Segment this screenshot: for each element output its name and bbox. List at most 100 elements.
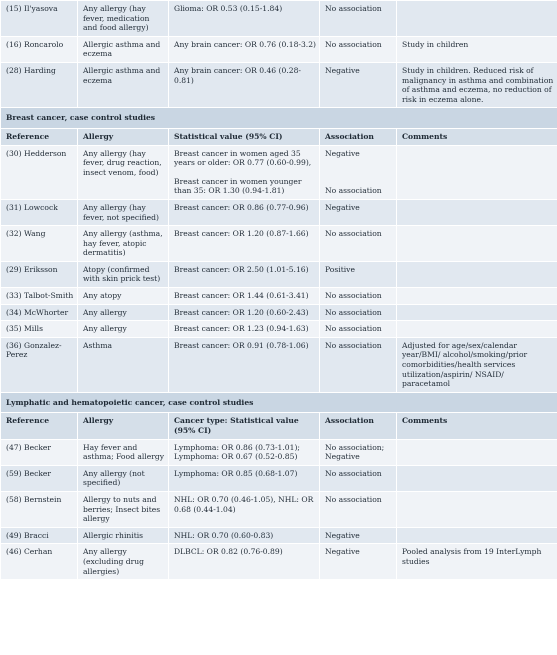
allergy-cancer-table: (15) Il'yasova Any allergy (hay fever, m… bbox=[0, 0, 557, 581]
association-cell: Negative No association bbox=[319, 144, 397, 200]
reference-cell: (34) McWhorter bbox=[0, 303, 78, 322]
column-header: Statistical value (95% CI) bbox=[168, 127, 320, 146]
reference-cell: (31) Lowcock bbox=[0, 198, 78, 227]
association-cell: No association bbox=[319, 464, 397, 492]
reference-cell: (59) Becker bbox=[0, 464, 78, 492]
association-cell: No association bbox=[319, 225, 397, 262]
allergy-cell: Hay fever and asthma; Food allergy bbox=[77, 438, 169, 466]
statistic-cell: NHL: OR 0.70 (0.60-0.83) bbox=[168, 526, 320, 545]
reference-cell: (30) Hedderson bbox=[0, 144, 78, 200]
column-header: Association bbox=[319, 412, 397, 440]
allergy-cell: Any allergy bbox=[77, 303, 169, 322]
association-cell: No association bbox=[319, 0, 397, 37]
reference-cell: (29) Eriksson bbox=[0, 260, 78, 289]
comments-cell: Study in children. Reduced risk of malig… bbox=[396, 61, 557, 109]
allergy-cell: Atopy (confirmed with skin prick test) bbox=[77, 260, 169, 289]
table-row: (16) Roncarolo Allergic asthma and eczem… bbox=[0, 35, 557, 63]
comments-cell bbox=[396, 144, 557, 200]
statistic-line: Breast cancer in women younger than 35: … bbox=[174, 176, 302, 196]
association-line: No association bbox=[325, 186, 382, 196]
statistic-cell: Lymphoma: OR 0.85 (0.68-1.07) bbox=[168, 464, 320, 492]
statistic-cell: Glioma: OR 0.53 (0.15-1.84) bbox=[168, 0, 320, 37]
comments-cell bbox=[396, 198, 557, 227]
association-cell: Negative bbox=[319, 543, 397, 581]
association-cell: No association bbox=[319, 303, 397, 322]
allergy-cell: Any allergy (not specified) bbox=[77, 464, 169, 492]
association-cell: No association bbox=[319, 336, 397, 393]
statistic-line: Breast cancer in women aged 35 years or … bbox=[174, 148, 312, 168]
allergy-cell: Any allergy (hay fever, medication and f… bbox=[77, 0, 169, 37]
allergy-cell: Any allergy bbox=[77, 320, 169, 338]
reference-cell: (47) Becker bbox=[0, 438, 78, 466]
section-title: Breast cancer, case control studies bbox=[0, 107, 557, 129]
allergy-cell: Any allergy (hay fever, drug reaction, i… bbox=[77, 144, 169, 200]
comments-cell bbox=[396, 260, 557, 289]
statistic-cell: Breast cancer: OR 0.91 (0.78-1.06) bbox=[168, 336, 320, 393]
reference-cell: (33) Talbot-Smith bbox=[0, 287, 78, 305]
table-row: (47) Becker Hay fever and asthma; Food a… bbox=[0, 438, 557, 466]
statistic-cell: Any brain cancer: OR 0.46 (0.28-0.81) bbox=[168, 61, 320, 109]
column-header: Comments bbox=[396, 412, 557, 440]
statistic-cell: Breast cancer: OR 0.86 (0.77-0.96) bbox=[168, 198, 320, 227]
allergy-cell: Allergic asthma and eczema bbox=[77, 61, 169, 109]
association-cell: Positive bbox=[319, 260, 397, 289]
statistic-cell: Lymphoma: OR 0.86 (0.73-1.01); Lymphoma:… bbox=[168, 438, 320, 466]
comments-cell bbox=[396, 287, 557, 305]
table-row: (28) Harding Allergic asthma and eczema … bbox=[0, 61, 557, 109]
column-header: Reference bbox=[0, 412, 78, 440]
statistic-cell: Breast cancer: OR 1.20 (0.60-2.43) bbox=[168, 303, 320, 322]
statistic-cell: Breast cancer: OR 1.23 (0.94-1.63) bbox=[168, 320, 320, 338]
statistic-cell: Any brain cancer: OR 0.76 (0.18-3.2) bbox=[168, 35, 320, 63]
reference-cell: (49) Bracci bbox=[0, 526, 78, 545]
table-row: (33) Talbot-Smith Any atopy Breast cance… bbox=[0, 287, 557, 305]
table-row: (30) Hedderson Any allergy (hay fever, d… bbox=[0, 144, 557, 200]
column-header-row: Reference Allergy Cancer type: Statistic… bbox=[0, 412, 557, 440]
table-row: (36) Gonzalez-Perez Asthma Breast cancer… bbox=[0, 336, 557, 393]
statistic-cell: Breast cancer: OR 2.50 (1.01-5.16) bbox=[168, 260, 320, 289]
table-row: (31) Lowcock Any allergy (hay fever, not… bbox=[0, 198, 557, 227]
table-row: (58) Bernstein Allergy to nuts and berri… bbox=[0, 490, 557, 528]
comments-cell bbox=[396, 303, 557, 322]
allergy-cell: Any allergy (asthma, hay fever, atopic d… bbox=[77, 225, 169, 262]
association-cell: No association bbox=[319, 490, 397, 528]
association-cell: Negative bbox=[319, 61, 397, 109]
reference-cell: (46) Cerhan bbox=[0, 543, 78, 581]
allergy-cell: Allergic asthma and eczema bbox=[77, 35, 169, 63]
comments-cell: Pooled analysis from 19 InterLymph studi… bbox=[396, 543, 557, 581]
reference-cell: (36) Gonzalez-Perez bbox=[0, 336, 78, 393]
allergy-cell: Allergy to nuts and berries; Insect bite… bbox=[77, 490, 169, 528]
comments-cell: Adjusted for age/sex/calendar year/BMI/ … bbox=[396, 336, 557, 393]
column-header-row: Reference Allergy Statistical value (95%… bbox=[0, 127, 557, 146]
association-line: Negative bbox=[325, 148, 360, 158]
association-cell: Negative bbox=[319, 198, 397, 227]
reference-cell: (15) Il'yasova bbox=[0, 0, 78, 37]
association-cell: No association; Negative bbox=[319, 438, 397, 466]
comments-cell bbox=[396, 490, 557, 528]
comments-cell bbox=[396, 320, 557, 338]
column-header: Allergy bbox=[77, 412, 169, 440]
statistic-cell: NHL: OR 0.70 (0.46-1.05), NHL: OR 0.68 (… bbox=[168, 490, 320, 528]
table-row: (35) Mills Any allergy Breast cancer: OR… bbox=[0, 320, 557, 338]
reference-cell: (32) Wang bbox=[0, 225, 78, 262]
comments-cell bbox=[396, 438, 557, 466]
table-row: (34) McWhorter Any allergy Breast cancer… bbox=[0, 303, 557, 322]
association-cell: No association bbox=[319, 287, 397, 305]
column-header: Reference bbox=[0, 127, 78, 146]
allergy-cell: Allergic rhinitis bbox=[77, 526, 169, 545]
reference-cell: (35) Mills bbox=[0, 320, 78, 338]
statistic-cell: Breast cancer: OR 1.44 (0.61-3.41) bbox=[168, 287, 320, 305]
column-header: Comments bbox=[396, 127, 557, 146]
column-header: Association bbox=[319, 127, 397, 146]
comments-cell bbox=[396, 0, 557, 37]
allergy-cell: Asthma bbox=[77, 336, 169, 393]
comments-cell: Study in children bbox=[396, 35, 557, 63]
association-cell: No association bbox=[319, 320, 397, 338]
allergy-cell: Any allergy (excluding drug allergies) bbox=[77, 543, 169, 581]
table-row: (46) Cerhan Any allergy (excluding drug … bbox=[0, 543, 557, 581]
comments-cell bbox=[396, 225, 557, 262]
comments-cell bbox=[396, 464, 557, 492]
column-header: Allergy bbox=[77, 127, 169, 146]
reference-cell: (16) Roncarolo bbox=[0, 35, 78, 63]
section-title: Lymphatic and hematopoietic cancer, case… bbox=[0, 391, 557, 414]
comments-cell bbox=[396, 526, 557, 545]
